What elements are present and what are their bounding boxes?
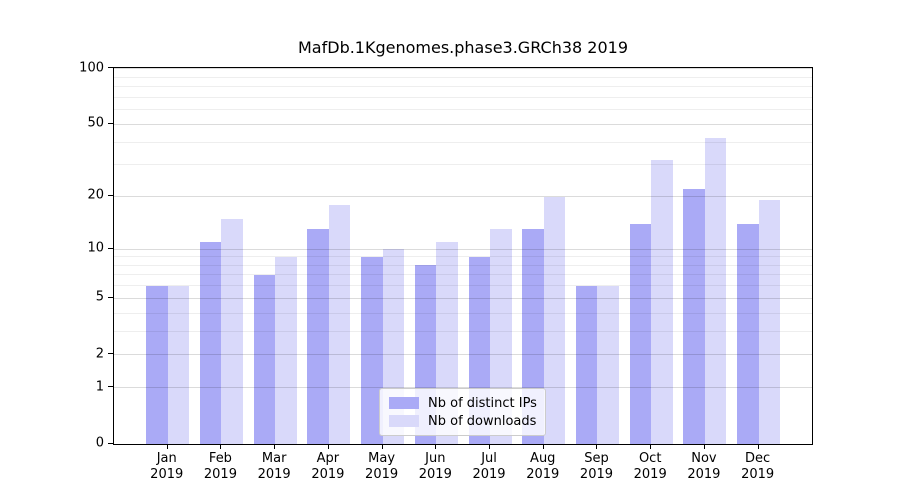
bar-apr-downloads	[328, 204, 351, 444]
x-tick-mark-may	[381, 444, 383, 449]
y-tick-label-20: 20	[87, 187, 104, 203]
x-tick-mark-jan	[166, 444, 168, 449]
y-tick-label-5: 5	[95, 289, 104, 305]
x-tick-mark-dec	[757, 444, 759, 449]
x-tick-mark-feb	[220, 444, 222, 449]
bar-feb-downloads	[221, 218, 243, 444]
legend-swatch-downloads	[389, 415, 419, 427]
x-tick-label-jul: Jul 2019	[472, 451, 506, 482]
bar-nov-distinct-ips	[683, 189, 705, 444]
x-tick-mark-jul	[489, 444, 491, 449]
x-tick-label-may: May 2019	[365, 451, 399, 482]
bar-dec-distinct-ips	[737, 223, 759, 444]
bar-jan-distinct-ips	[146, 285, 168, 444]
y-tick-label-0: 0	[95, 435, 104, 451]
x-tick-label-oct: Oct 2019	[633, 451, 667, 482]
y-tick-mark-1	[108, 386, 113, 388]
x-tick-label-jun: Jun 2019	[418, 451, 452, 482]
bar-feb-distinct-ips	[199, 242, 222, 444]
x-tick-label-jan: Jan 2019	[150, 451, 184, 482]
legend: Nb of distinct IPs Nb of downloads	[379, 388, 546, 436]
y-tick-mark-2	[108, 353, 113, 355]
bar-mar-downloads	[275, 256, 297, 444]
y-tick-mark-20	[108, 194, 113, 196]
legend-entry-distinct-ips: Nb of distinct IPs	[389, 394, 537, 412]
bar-jan-downloads	[167, 285, 190, 444]
legend-label-distinct-ips: Nb of distinct IPs	[428, 395, 537, 411]
y-tick-mark-10	[108, 247, 113, 249]
plot-area	[113, 67, 813, 445]
bar-oct-distinct-ips	[629, 223, 652, 444]
x-tick-label-feb: Feb 2019	[203, 451, 237, 482]
legend-label-downloads: Nb of downloads	[428, 413, 537, 429]
x-tick-mark-nov	[703, 444, 705, 449]
x-tick-mark-mar	[274, 444, 276, 449]
bar-oct-downloads	[651, 159, 673, 444]
bar-may-distinct-ips	[361, 256, 383, 444]
bar-sep-downloads	[597, 285, 619, 444]
bar-apr-distinct-ips	[307, 229, 329, 444]
bar-nov-downloads	[704, 138, 727, 444]
y-tick-label-10: 10	[87, 240, 104, 256]
x-tick-label-aug: Aug 2019	[526, 451, 560, 482]
x-tick-label-sep: Sep 2019	[579, 451, 614, 482]
chart-title: MafDb.1Kgenomes.phase3.GRCh38 2019	[298, 38, 628, 57]
y-tick-mark-100	[108, 67, 113, 69]
x-tick-mark-sep	[596, 444, 598, 449]
x-tick-mark-apr	[327, 444, 329, 449]
bar-sep-distinct-ips	[575, 285, 598, 444]
x-tick-mark-aug	[542, 444, 544, 449]
x-tick-label-apr: Apr 2019	[311, 451, 345, 482]
bar-mar-distinct-ips	[253, 274, 276, 444]
x-tick-mark-jun	[435, 444, 437, 449]
legend-entry-downloads: Nb of downloads	[389, 412, 536, 430]
legend-swatch-distinct-ips	[389, 397, 419, 409]
x-tick-label-mar: Mar 2019	[257, 451, 291, 482]
y-tick-mark-0	[108, 442, 113, 444]
y-tick-mark-5	[108, 296, 113, 298]
y-tick-label-50: 50	[87, 115, 104, 131]
bar-dec-downloads	[758, 200, 781, 444]
bar-aug-downloads	[543, 196, 566, 444]
x-tick-label-nov: Nov 2019	[687, 451, 721, 482]
y-tick-label-2: 2	[95, 346, 104, 362]
y-tick-mark-50	[108, 122, 113, 124]
x-tick-mark-oct	[650, 444, 652, 449]
y-tick-label-1: 1	[95, 379, 104, 395]
x-tick-label-dec: Dec 2019	[741, 451, 775, 482]
y-tick-label-100: 100	[79, 60, 104, 76]
